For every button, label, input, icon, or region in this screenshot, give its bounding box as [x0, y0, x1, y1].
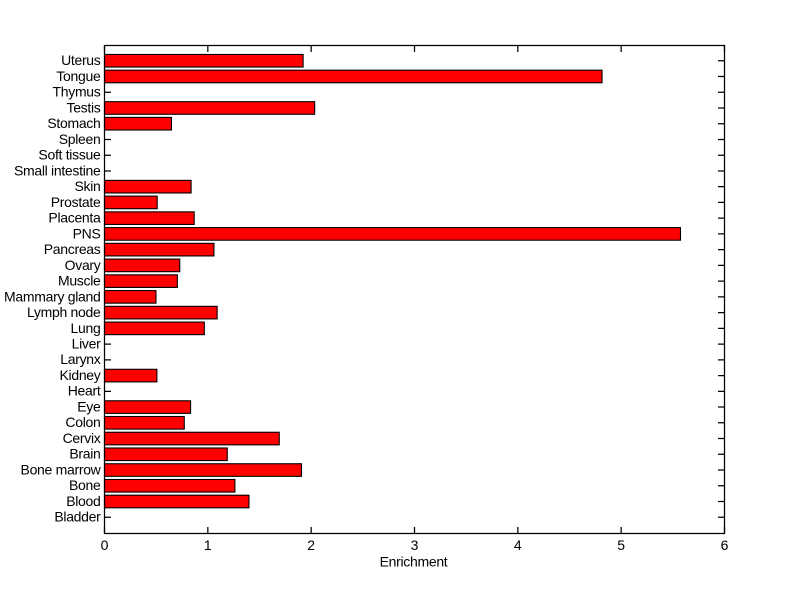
- svg-text:Cervix: Cervix: [63, 430, 101, 446]
- svg-text:Colon: Colon: [65, 414, 100, 430]
- svg-text:Brain: Brain: [69, 446, 100, 462]
- svg-text:Skin: Skin: [74, 178, 100, 194]
- svg-text:2: 2: [307, 537, 315, 553]
- svg-text:Bone: Bone: [69, 477, 101, 493]
- svg-text:Bladder: Bladder: [54, 509, 101, 525]
- svg-text:Placenta: Placenta: [48, 210, 101, 226]
- svg-text:Lymph node: Lymph node: [27, 304, 101, 320]
- svg-text:PNS: PNS: [73, 225, 101, 241]
- svg-text:Kidney: Kidney: [59, 367, 100, 383]
- svg-text:5: 5: [617, 537, 625, 553]
- svg-text:Spleen: Spleen: [59, 131, 101, 147]
- svg-text:Enrichment: Enrichment: [380, 553, 448, 569]
- svg-text:0: 0: [101, 537, 109, 553]
- svg-text:Eye: Eye: [77, 398, 101, 414]
- svg-text:6: 6: [721, 537, 729, 553]
- svg-text:Prostate: Prostate: [51, 194, 101, 210]
- svg-text:Liver: Liver: [72, 336, 101, 352]
- svg-text:Small intestine: Small intestine: [14, 162, 101, 178]
- svg-text:4: 4: [514, 537, 522, 553]
- svg-text:Larynx: Larynx: [60, 351, 101, 367]
- svg-text:Lung: Lung: [71, 320, 101, 336]
- svg-text:3: 3: [411, 537, 419, 553]
- svg-text:1: 1: [204, 537, 212, 553]
- svg-text:Uterus: Uterus: [61, 52, 101, 68]
- svg-text:Tongue: Tongue: [56, 68, 101, 84]
- svg-text:Bone marrow: Bone marrow: [21, 461, 102, 477]
- svg-text:Testis: Testis: [67, 99, 101, 115]
- svg-text:Soft tissue: Soft tissue: [38, 147, 101, 163]
- svg-text:Mammary gland: Mammary gland: [4, 288, 100, 304]
- svg-text:Heart: Heart: [68, 383, 101, 399]
- svg-text:Stomach: Stomach: [47, 115, 100, 131]
- svg-text:Pancreas: Pancreas: [44, 241, 101, 257]
- svg-text:Ovary: Ovary: [65, 257, 101, 273]
- svg-text:Blood: Blood: [66, 493, 100, 509]
- svg-text:Thymus: Thymus: [53, 84, 101, 100]
- svg-text:Muscle: Muscle: [58, 273, 101, 289]
